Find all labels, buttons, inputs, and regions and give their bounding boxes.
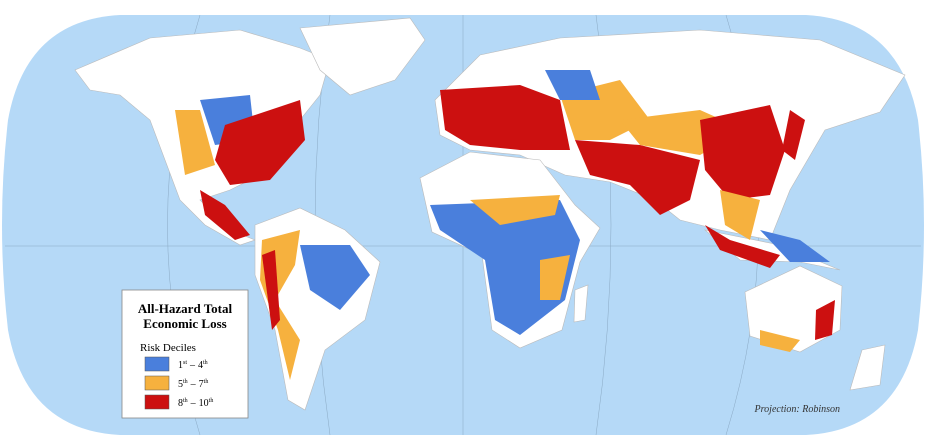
- legend-label-part: –: [190, 398, 197, 409]
- legend-label-part: 8: [178, 398, 183, 409]
- legend-title: Economic Loss: [143, 316, 226, 331]
- legend-label-part: 1: [178, 360, 183, 371]
- risk-areas: [175, 70, 835, 380]
- legend-label-part: st: [183, 360, 187, 366]
- legend-label-part: th: [203, 360, 208, 366]
- legend-subtitle: Risk Deciles: [140, 342, 196, 354]
- legend-swatch: [144, 375, 170, 391]
- legend-label: 1st –4th: [178, 360, 208, 371]
- legend-label-part: th: [183, 398, 188, 404]
- legend-label-part: 4: [198, 360, 203, 371]
- legend-title: All-Hazard Total: [138, 301, 233, 316]
- legend-label: 8th –10th: [178, 398, 213, 409]
- legend-label-part: th: [183, 379, 188, 385]
- legend-label-part: –: [190, 379, 197, 390]
- legend-swatch: [144, 356, 170, 372]
- legend-label-part: 5: [178, 379, 183, 390]
- legend-swatch: [144, 394, 170, 410]
- legend-label: 5th –7th: [178, 379, 208, 390]
- legend-label-part: –: [189, 360, 196, 371]
- legend-label-part: th: [209, 398, 214, 404]
- legend-label-part: 7: [199, 379, 204, 390]
- legend-box: [121, 289, 249, 419]
- projection-label: Projection: Robinson: [754, 404, 840, 415]
- legend-label-part: th: [204, 379, 209, 385]
- legend-label-part: 10: [199, 398, 209, 409]
